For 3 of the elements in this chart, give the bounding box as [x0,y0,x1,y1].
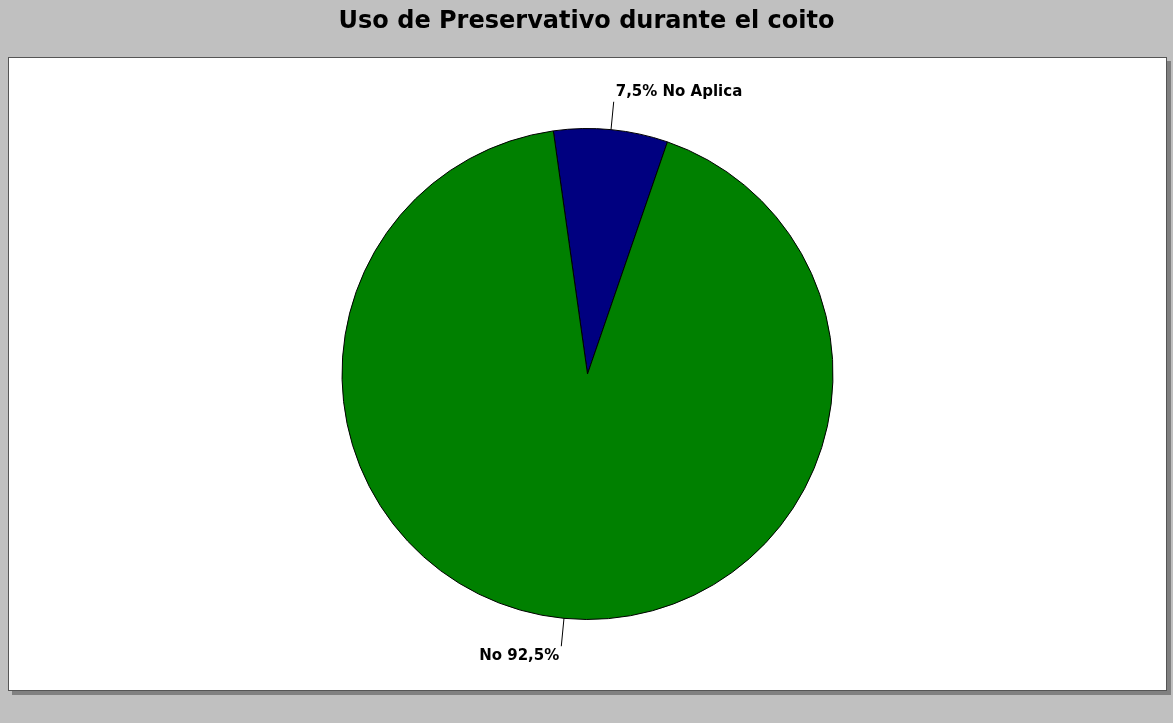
slice-label: No 92,5% [479,646,560,665]
slice-label: 7,5% No Aplica [615,81,743,100]
chart-title: Uso de Preservativo durante el coito [337,6,836,34]
